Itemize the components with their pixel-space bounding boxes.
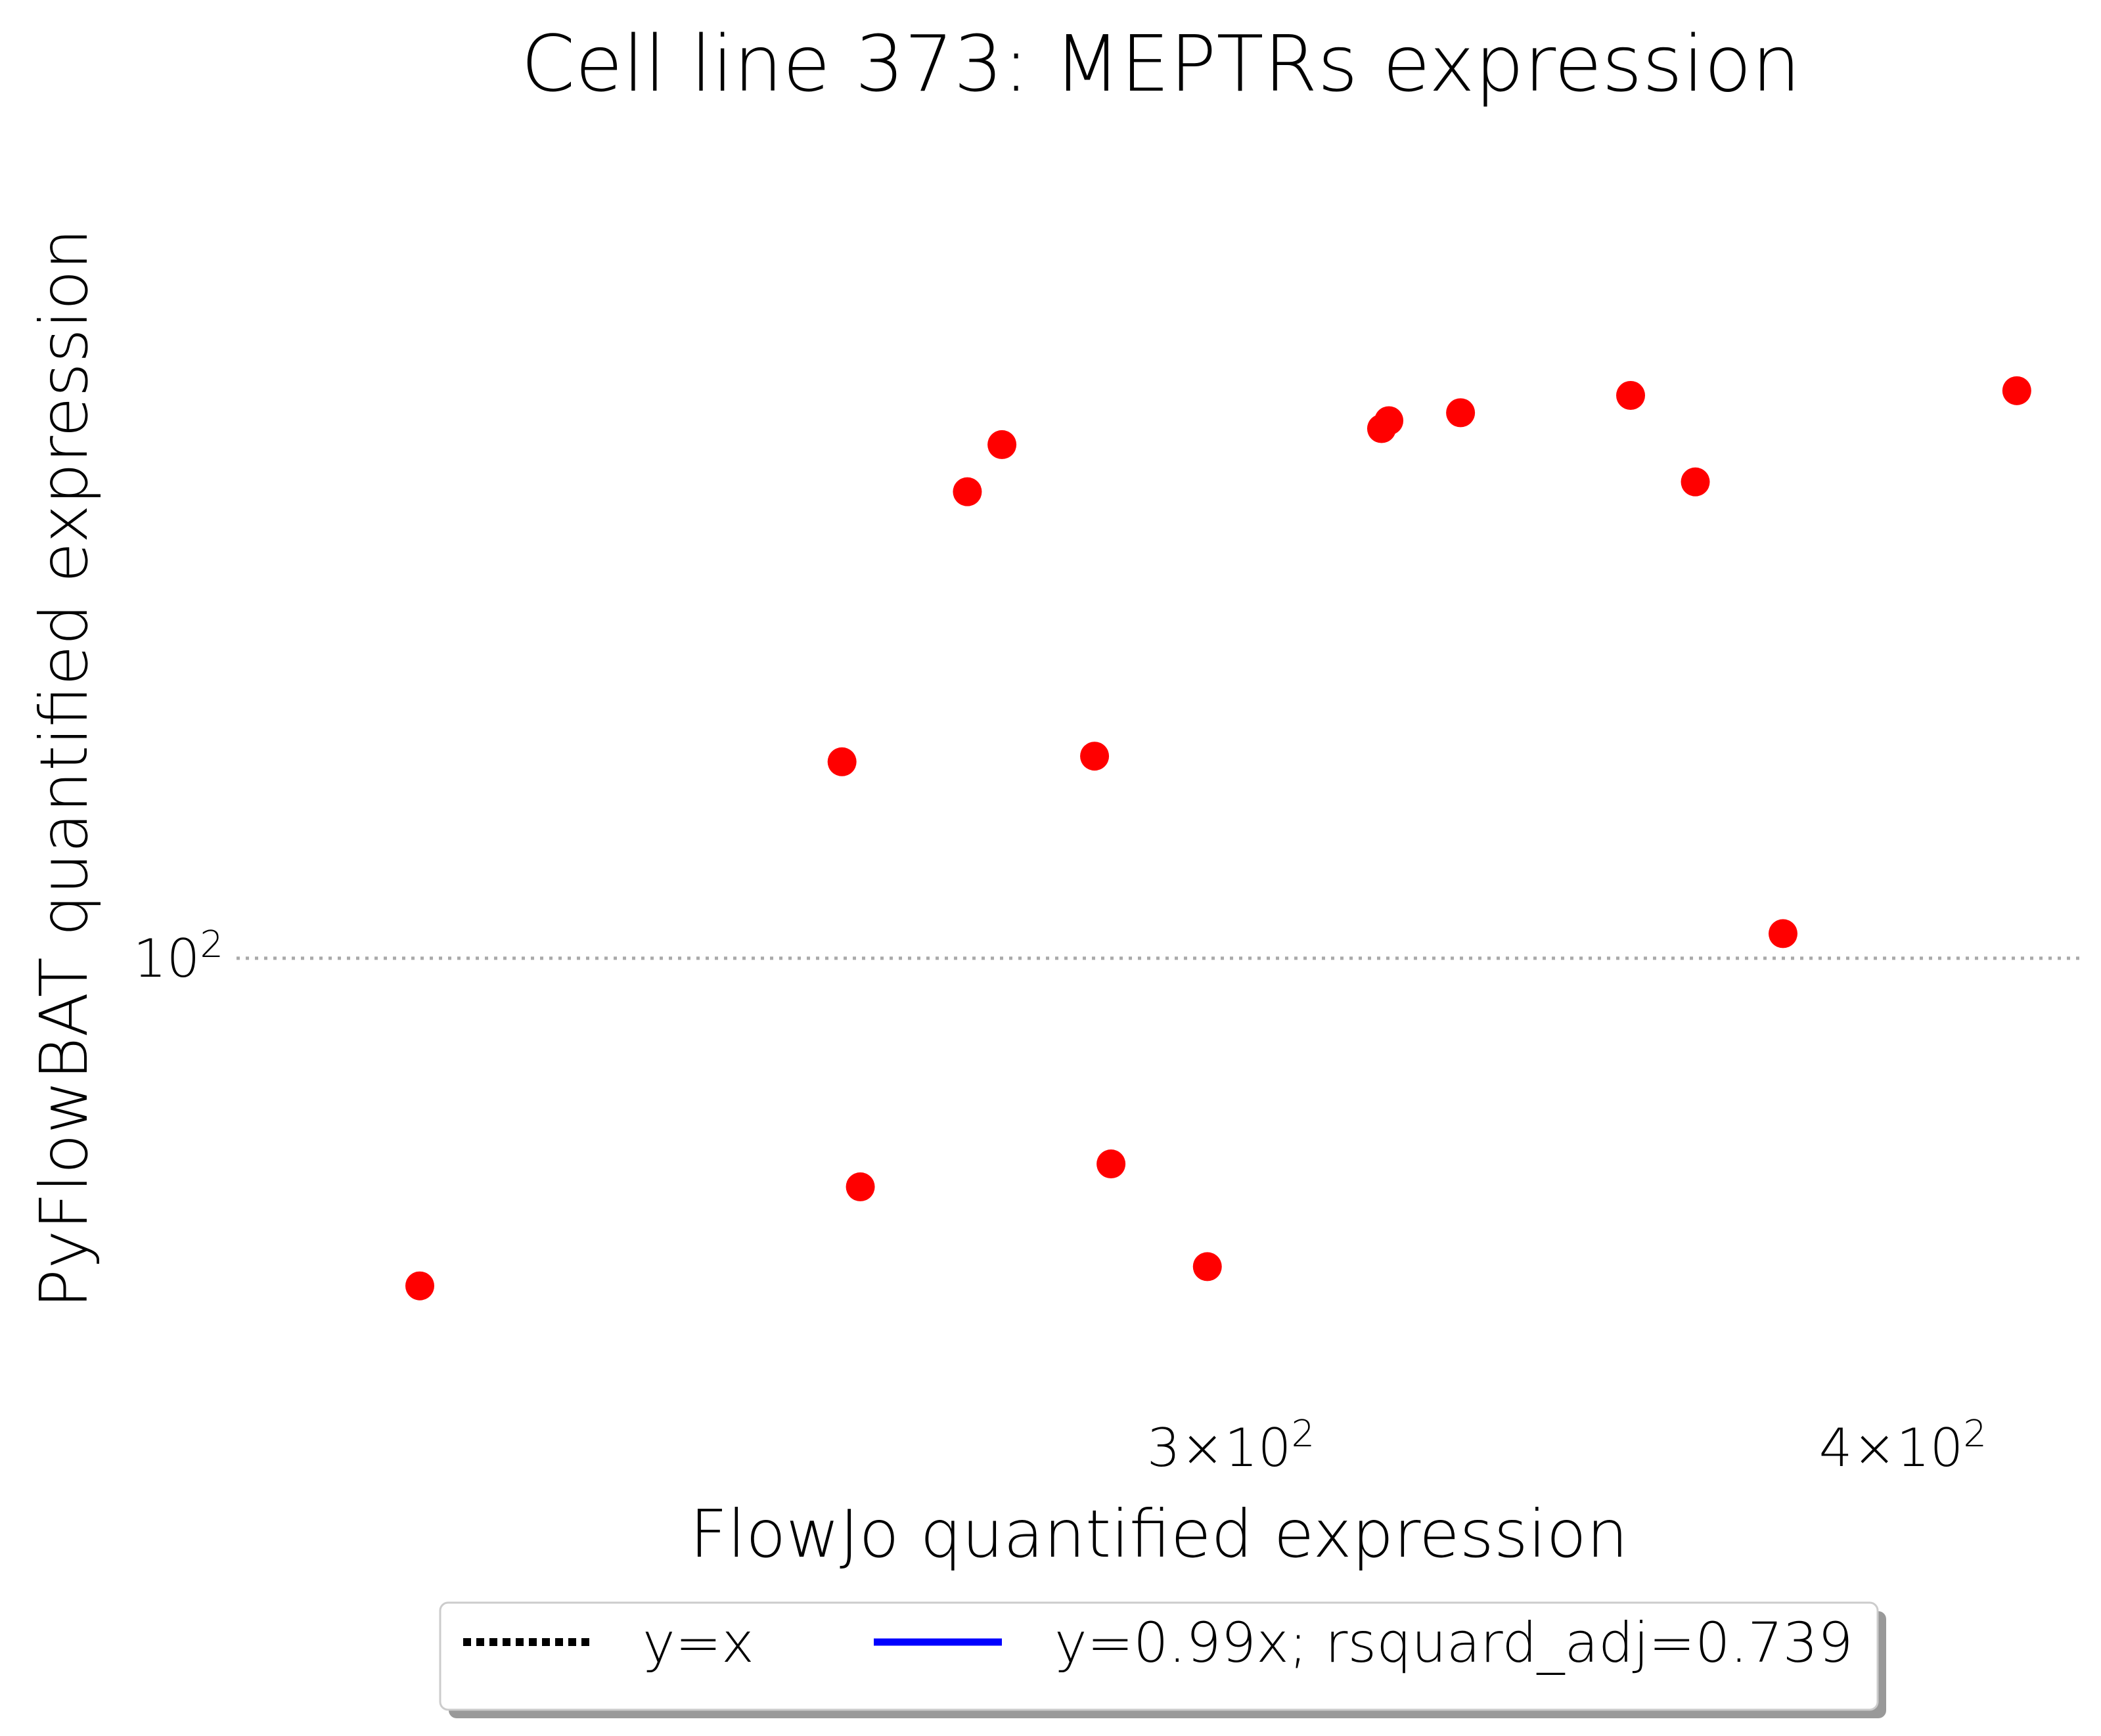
x-tick-label-1: 4×102 — [1819, 1413, 1987, 1479]
y-axis-label: PyFlowBAT quantified expression — [26, 229, 102, 1308]
data-point-0 — [405, 1271, 435, 1301]
x-axis-label: FlowJo quantified expression — [690, 1496, 1628, 1572]
data-point-11 — [1616, 381, 1646, 411]
data-point-4 — [987, 430, 1017, 459]
data-point-3 — [953, 477, 982, 506]
data-point-13 — [1768, 919, 1797, 948]
data-point-10 — [1446, 398, 1476, 428]
data-point-5 — [1080, 742, 1110, 771]
legend-label-fit-line: y=0.99x; rsquard_adj=0.739 — [1054, 1611, 1853, 1675]
data-points — [405, 376, 2031, 1301]
legend-label-y-equals-x: y=x — [643, 1611, 754, 1675]
x-tick-label-0: 3×102 — [1147, 1413, 1315, 1479]
data-point-12 — [1681, 467, 1710, 497]
legend-box — [439, 1601, 1879, 1711]
data-point-1 — [827, 747, 857, 776]
chart-title: Cell line 373: MEPTRs expression — [521, 18, 1801, 109]
data-point-14 — [2002, 376, 2031, 405]
data-point-7 — [1192, 1252, 1222, 1281]
plot-area — [237, 376, 2083, 1301]
y-tick-label-0: 102 — [133, 924, 223, 989]
data-point-9 — [1374, 406, 1404, 435]
legend: y=x y=0.99x; rsquard_adj=0.739 — [439, 1601, 1886, 1718]
data-point-6 — [1096, 1149, 1126, 1179]
axis-ticks: 3×102 4×102 102 — [133, 924, 1987, 1479]
data-point-2 — [846, 1172, 875, 1201]
